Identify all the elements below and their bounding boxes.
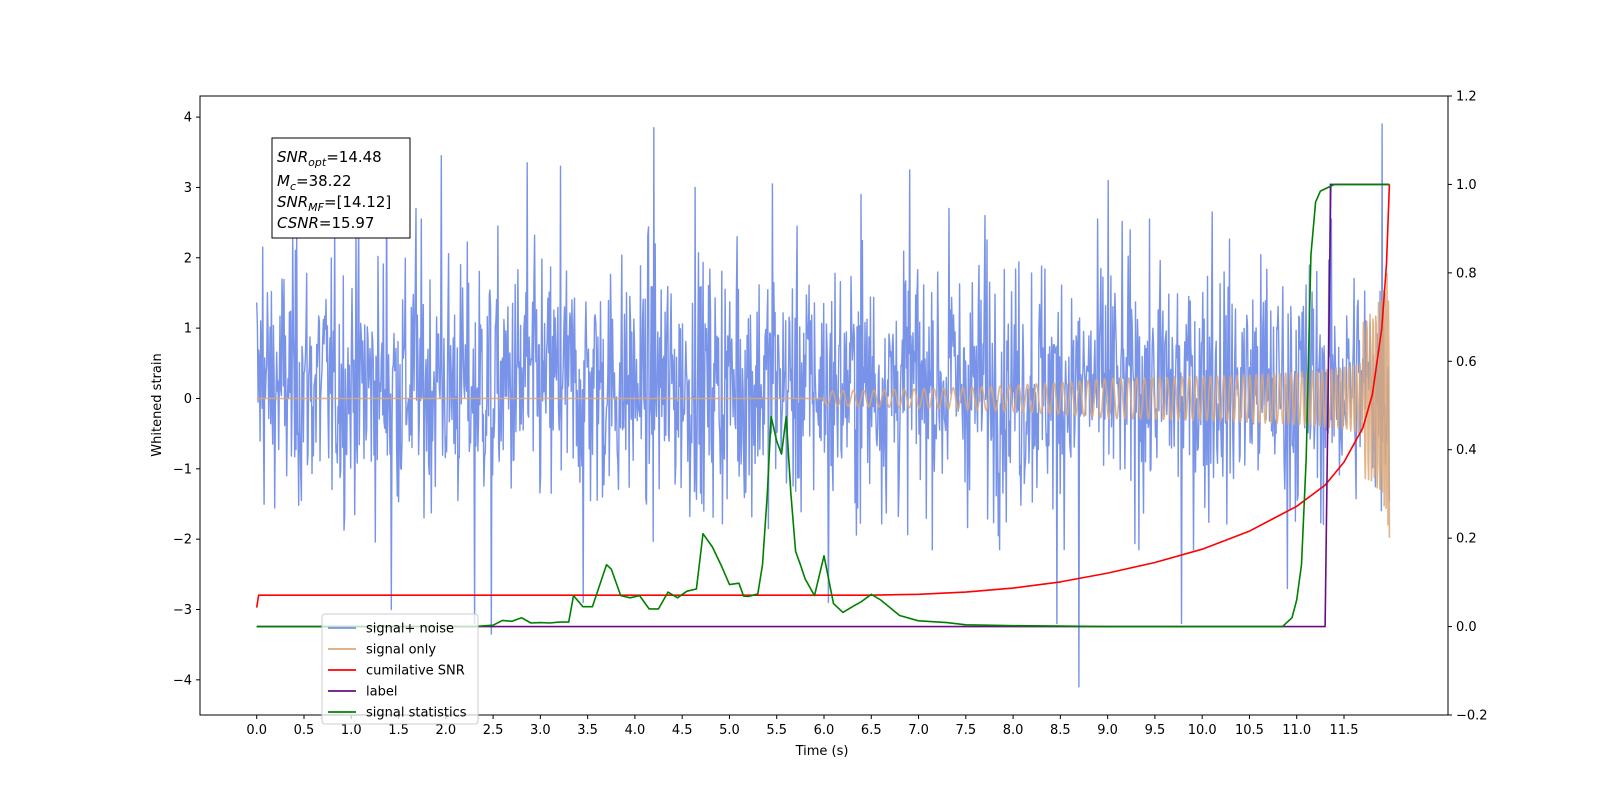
x-tick-label: 0.0: [246, 723, 267, 738]
legend-label: signal statistics: [366, 706, 467, 721]
annotation-snr-mf: SNRMF=[14.12]: [277, 193, 391, 214]
y2-tick-label: −0.2: [1456, 709, 1488, 724]
y-axis-right: −0.2 0.0 0.2 0.4 0.6 0.8 1.0 1.2: [1448, 90, 1488, 724]
y-axis-left: −4 −3 −2 −1 0 1 2 3 4: [173, 111, 200, 688]
x-tick-label: 8.5: [1050, 723, 1071, 738]
annotation-csnr: CSNR=15.97: [277, 214, 374, 232]
x-tick-label: 0.5: [294, 723, 315, 738]
x-tick-label: 6.5: [861, 723, 882, 738]
x-tick-label: 10.0: [1188, 723, 1217, 738]
y-tick-label: 0: [184, 392, 192, 407]
y-tick-label: −1: [173, 462, 192, 477]
legend-frame: [321, 613, 479, 725]
y2-tick-label: 0.4: [1456, 443, 1477, 458]
series-line-signal-statistics: [256, 183, 1390, 628]
y-axis-label: Whitened strain: [150, 353, 165, 456]
annotation-frame: [271, 137, 411, 239]
x-tick-label: 9.0: [1097, 723, 1118, 738]
legend: signal+ noise signal only cumilative SNR la…: [321, 613, 479, 725]
legend-label: signal+ noise: [366, 622, 454, 637]
x-tick-label: 4.0: [625, 723, 646, 738]
y-tick-label: −2: [173, 533, 192, 548]
annotation-mc: Mc=38.22: [277, 172, 352, 193]
x-tick-label: 4.5: [672, 723, 693, 738]
legend-label: signal only: [366, 643, 436, 658]
series-layer: [255, 123, 1391, 688]
x-tick-label: 9.5: [1145, 723, 1166, 738]
legend-label: cumilative SNR: [366, 664, 465, 679]
x-tick-label: 1.5: [388, 723, 409, 738]
x-tick-label: 7.0: [908, 723, 929, 738]
y2-tick-label: 0.8: [1456, 266, 1477, 281]
y-tick-label: 3: [184, 181, 192, 196]
x-tick-label: 8.0: [1003, 723, 1024, 738]
x-tick-label: 5.5: [766, 723, 787, 738]
x-tick-label: 6.0: [814, 723, 835, 738]
series-line-cumilative-snr: [255, 184, 1391, 608]
x-axis-label: Time (s): [795, 744, 849, 759]
annotation-box: SNRopt=14.48 Mc=38.22 SNRMF=[14.12] CSNR…: [271, 137, 411, 239]
x-tick-label: 3.0: [530, 723, 551, 738]
y2-tick-label: 0.2: [1456, 532, 1477, 547]
y-tick-label: 4: [184, 111, 192, 126]
x-tick-label: 2.0: [435, 723, 456, 738]
x-tick-label: 11.5: [1330, 723, 1359, 738]
y2-tick-label: 1.0: [1456, 178, 1477, 193]
y-tick-label: −4: [173, 673, 192, 688]
x-axis: 0.0 0.5 1.0 1.5 2.0 2.5 3.0 3.5 4.0 4.5 5.0 5.5 6.0 6…: [246, 715, 1358, 738]
legend-label: label: [366, 685, 397, 700]
y-tick-label: −3: [173, 603, 192, 618]
annotation-snr-opt: SNRopt=14.48: [277, 148, 382, 169]
x-tick-label: 5.0: [719, 723, 740, 738]
y-tick-label: 1: [184, 322, 192, 337]
x-tick-label: 3.5: [577, 723, 598, 738]
x-tick-label: 11.0: [1282, 723, 1311, 738]
y2-tick-label: 1.2: [1456, 90, 1477, 105]
series-line-signal-only: [256, 273, 1391, 538]
y-tick-label: 2: [184, 251, 192, 266]
x-tick-label: 2.5: [483, 723, 504, 738]
x-tick-label: 7.5: [955, 723, 976, 738]
x-tick-label: 10.5: [1235, 723, 1264, 738]
x-tick-label: 1.0: [341, 723, 362, 738]
y2-tick-label: 0.6: [1456, 355, 1477, 370]
y2-tick-label: 0.0: [1456, 620, 1477, 635]
